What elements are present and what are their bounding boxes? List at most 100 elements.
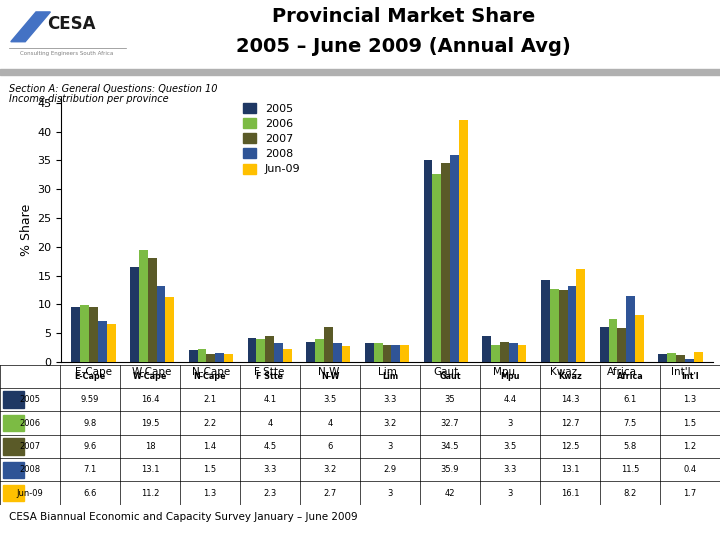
Bar <box>306 342 315 362</box>
Text: 6.6: 6.6 <box>84 489 96 498</box>
Text: 2.7: 2.7 <box>323 489 337 498</box>
Text: 3.5: 3.5 <box>323 395 337 404</box>
Text: 3.2: 3.2 <box>323 465 337 474</box>
Bar <box>392 345 400 362</box>
Text: E-Cape: E-Cape <box>74 372 106 381</box>
Bar <box>685 360 694 362</box>
Bar <box>541 280 550 362</box>
Text: 16.4: 16.4 <box>140 395 159 404</box>
Bar <box>423 160 433 362</box>
Text: 1.3: 1.3 <box>683 395 697 404</box>
Bar <box>576 269 585 362</box>
Bar <box>189 350 198 362</box>
Bar <box>509 343 518 362</box>
Text: 32.7: 32.7 <box>441 418 459 428</box>
Text: 3: 3 <box>387 489 392 498</box>
Text: 3: 3 <box>508 418 513 428</box>
Text: 3.3: 3.3 <box>503 465 517 474</box>
Bar <box>0 69 720 75</box>
Bar <box>283 349 292 362</box>
Bar <box>450 156 459 362</box>
Text: 12.5: 12.5 <box>561 442 579 451</box>
Text: 3.3: 3.3 <box>383 395 397 404</box>
Text: 1.5: 1.5 <box>204 465 217 474</box>
Text: 6: 6 <box>328 442 333 451</box>
Bar <box>659 354 667 362</box>
Bar <box>459 120 468 362</box>
Text: 3: 3 <box>387 442 392 451</box>
Bar <box>148 258 156 362</box>
Text: Int'l: Int'l <box>681 372 699 381</box>
Text: 2.9: 2.9 <box>384 465 397 474</box>
Bar <box>618 328 626 362</box>
Text: Lim: Lim <box>382 372 398 381</box>
Text: Income distribution per province: Income distribution per province <box>9 94 169 105</box>
Text: 35.9: 35.9 <box>441 465 459 474</box>
Text: 4.1: 4.1 <box>264 395 276 404</box>
Bar <box>89 307 98 362</box>
Bar <box>500 342 509 362</box>
Bar <box>667 353 676 362</box>
Text: 3: 3 <box>508 489 513 498</box>
Y-axis label: % Share: % Share <box>20 204 33 255</box>
Text: Provincial Market Share: Provincial Market Share <box>271 7 535 26</box>
Bar <box>166 298 174 362</box>
Bar <box>98 321 107 362</box>
Text: 18: 18 <box>145 442 156 451</box>
Text: 2005 – June 2009 (Annual Avg): 2005 – June 2009 (Annual Avg) <box>236 37 570 56</box>
Text: 2007: 2007 <box>19 442 40 451</box>
Bar <box>130 267 139 362</box>
Text: 9.6: 9.6 <box>84 442 96 451</box>
Bar <box>433 174 441 362</box>
Bar <box>248 338 256 362</box>
Text: 5.8: 5.8 <box>624 442 636 451</box>
Text: 9.8: 9.8 <box>84 418 96 428</box>
Bar <box>215 353 224 362</box>
Text: 7.5: 7.5 <box>624 418 636 428</box>
Text: 1.4: 1.4 <box>204 442 217 451</box>
Bar <box>341 346 351 362</box>
Text: N-W: N-W <box>320 372 339 381</box>
Text: 2.3: 2.3 <box>264 489 276 498</box>
Bar <box>559 290 567 362</box>
Bar <box>635 315 644 362</box>
Text: 2.2: 2.2 <box>204 418 217 428</box>
Text: 3.2: 3.2 <box>383 418 397 428</box>
Text: N-Cape: N-Cape <box>194 372 226 381</box>
Text: 19.5: 19.5 <box>141 418 159 428</box>
Bar <box>491 345 500 362</box>
Bar <box>626 295 635 362</box>
Text: 4.4: 4.4 <box>503 395 516 404</box>
Bar <box>400 345 409 362</box>
Text: 42: 42 <box>445 489 455 498</box>
Text: 11.5: 11.5 <box>621 465 639 474</box>
Bar <box>274 343 283 362</box>
Text: 11.2: 11.2 <box>141 489 159 498</box>
Text: 1.2: 1.2 <box>683 442 696 451</box>
Bar <box>333 343 341 362</box>
Bar <box>676 355 685 362</box>
Bar <box>224 354 233 362</box>
Text: 14.3: 14.3 <box>561 395 580 404</box>
Text: CESA: CESA <box>47 15 95 33</box>
Bar <box>3 415 24 431</box>
Text: 1.7: 1.7 <box>683 489 697 498</box>
Bar <box>80 306 89 362</box>
Text: 3.3: 3.3 <box>264 465 276 474</box>
Bar <box>207 354 215 362</box>
Text: 1.5: 1.5 <box>683 418 696 428</box>
Bar <box>265 336 274 362</box>
Bar <box>482 336 491 362</box>
Bar <box>3 462 24 478</box>
Text: 4.5: 4.5 <box>264 442 276 451</box>
Bar <box>550 289 559 362</box>
Text: 3.5: 3.5 <box>503 442 517 451</box>
Text: 4: 4 <box>267 418 273 428</box>
Text: Gaut: Gaut <box>439 372 461 381</box>
Text: Africa: Africa <box>616 372 644 381</box>
Text: CESA Biannual Economic and Capacity Survey January – June 2009: CESA Biannual Economic and Capacity Surv… <box>9 512 358 522</box>
Bar <box>198 349 207 362</box>
Text: 2008: 2008 <box>19 465 40 474</box>
Bar <box>156 286 166 362</box>
Text: 12.7: 12.7 <box>561 418 580 428</box>
